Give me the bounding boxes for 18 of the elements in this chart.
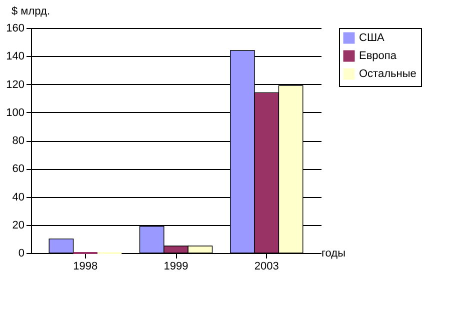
y-tick-label: 60 — [12, 163, 24, 176]
y-axis-title: $ млрд. — [12, 6, 50, 18]
x-tick-label: 2003 — [254, 260, 279, 272]
x-axis-title: годы — [322, 248, 346, 260]
y-tick-label: 140 — [6, 50, 24, 63]
y-tick-label: 100 — [6, 106, 24, 119]
y-tick-label: 120 — [6, 78, 24, 91]
y-tick-label: 40 — [12, 191, 24, 204]
x-tick-label: 1998 — [73, 260, 98, 272]
y-tick-label: 80 — [12, 135, 24, 147]
y-tick-label: 160 — [6, 22, 24, 34]
bar — [48, 238, 74, 254]
legend-label: Остальные — [359, 68, 416, 80]
x-tick-label: 1999 — [164, 260, 188, 272]
legend-label: США — [359, 32, 386, 44]
y-tick-label: 0 — [18, 248, 24, 260]
legend-label: Европа — [359, 50, 398, 62]
y-tick-label: 20 — [12, 219, 24, 232]
